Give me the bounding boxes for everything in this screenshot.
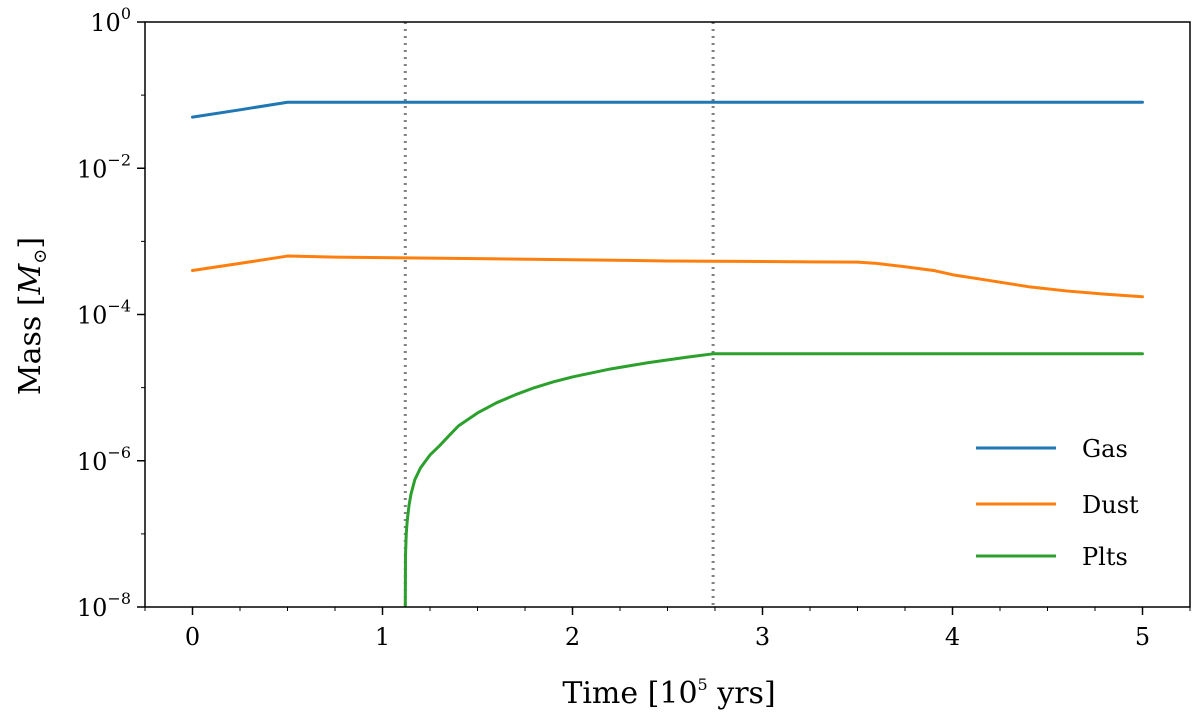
x-tick-label-2: 2 (565, 623, 580, 651)
y-tick-label: 10−6 (77, 443, 131, 476)
series-line-dust (191, 254, 1144, 299)
x-tick-label-3: 3 (755, 623, 770, 651)
x-tick-label-1: 1 (375, 623, 390, 651)
y-tick-label: 10−2 (77, 150, 131, 183)
plot-area (144, 21, 1191, 608)
legend-label-plts: Plts (1082, 543, 1128, 571)
x-tick-label-4: 4 (945, 623, 960, 651)
legend-label-dust: Dust (1082, 491, 1139, 519)
y-tick-label: 100 (90, 4, 131, 37)
y-tick-label: 10−8 (77, 589, 131, 622)
legend-label-gas: Gas (1082, 435, 1128, 463)
x-tick-label-5: 5 (1135, 623, 1150, 651)
series-line-plts (403, 352, 1144, 607)
legend: Gas Dust Plts (976, 435, 1139, 571)
x-tick-label-0: 0 (185, 623, 200, 651)
y-axis: 10−8 10−6 10−4 10−2 100 (77, 4, 145, 622)
x-axis: 0 1 2 3 4 5 (144, 607, 1191, 651)
plot-frame (144, 21, 1191, 608)
y-tick-label: 10−4 (77, 297, 131, 330)
series-line-gas (191, 100, 1144, 119)
series-lines (191, 100, 1144, 607)
y-axis-title: Mass [M⊙] (13, 237, 51, 395)
x-axis-title: Time [105 yrs] (562, 675, 775, 711)
